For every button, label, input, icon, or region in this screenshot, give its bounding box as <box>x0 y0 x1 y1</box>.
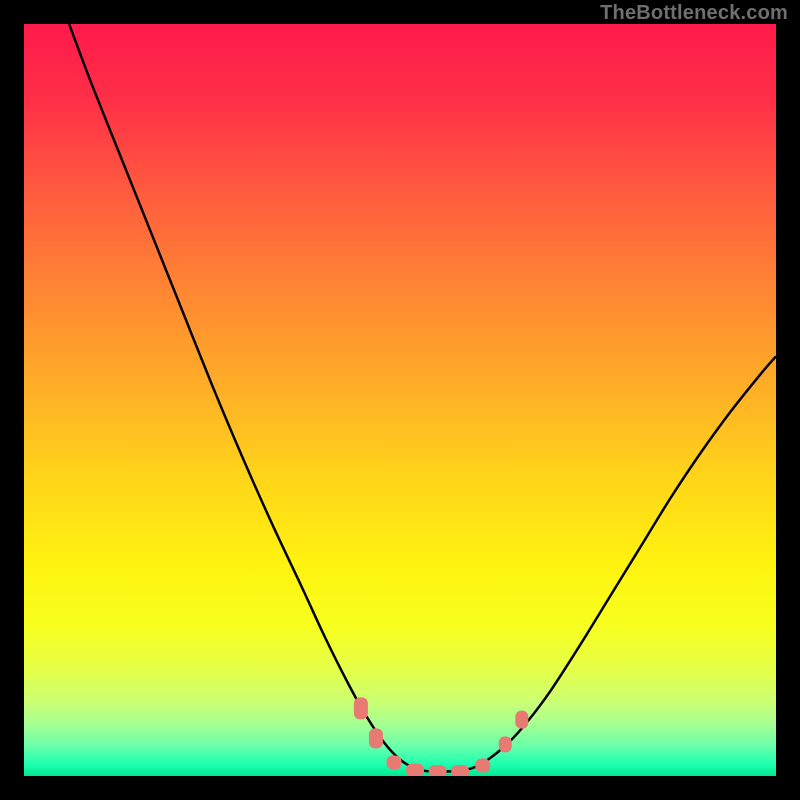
attribution-text: TheBottleneck.com <box>600 2 788 25</box>
data-markers <box>354 697 528 778</box>
chart-svg <box>0 0 800 800</box>
data-marker <box>369 728 383 748</box>
data-marker <box>406 763 424 776</box>
data-marker <box>451 765 469 778</box>
bottleneck-curve <box>69 24 776 772</box>
data-marker <box>429 765 447 778</box>
data-marker <box>515 711 528 729</box>
data-marker <box>354 697 368 719</box>
data-marker <box>386 755 401 769</box>
bottleneck-curve-path <box>69 24 776 772</box>
data-marker <box>475 758 490 772</box>
data-marker <box>499 736 512 752</box>
